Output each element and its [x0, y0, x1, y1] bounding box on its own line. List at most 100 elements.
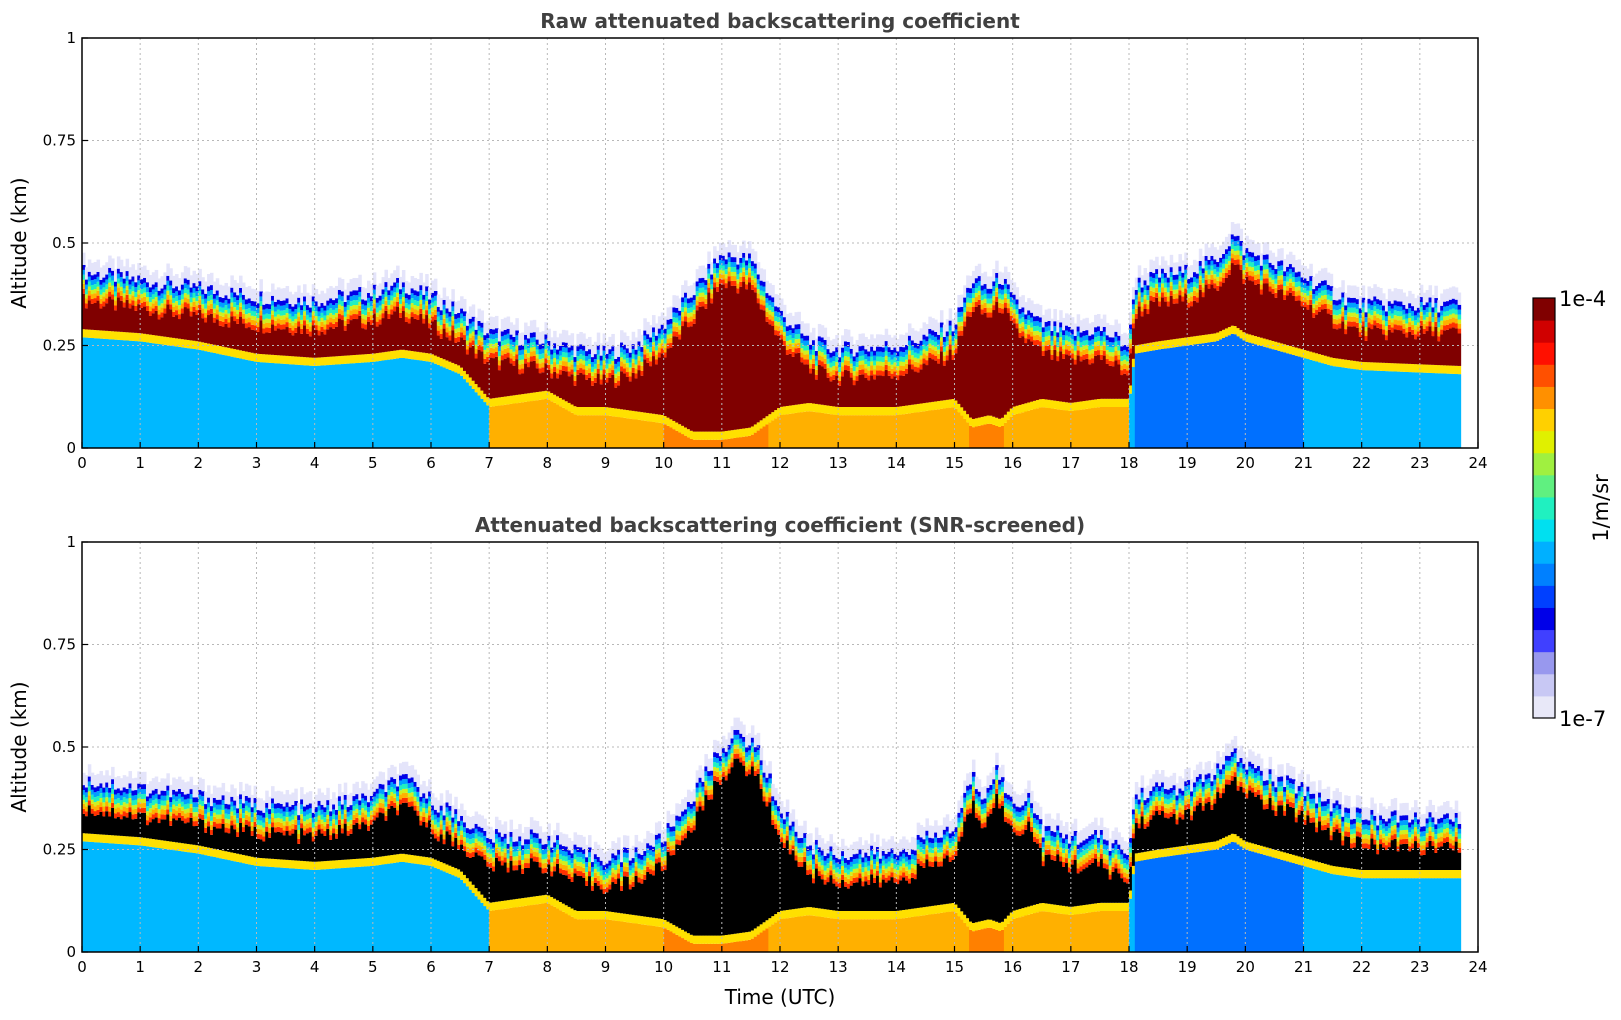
heatmap-cell	[1312, 289, 1316, 294]
heatmap-cell	[137, 290, 141, 295]
heatmap-cell	[637, 365, 641, 371]
heatmap-cell	[849, 353, 854, 359]
heatmap-cell	[1065, 335, 1069, 341]
heatmap-cell	[736, 293, 740, 430]
heatmap-cell	[253, 353, 258, 362]
heatmap-cell	[1099, 318, 1104, 332]
heatmap-cell	[1347, 360, 1351, 369]
heatmap-cell	[1428, 297, 1433, 303]
heatmap-cell	[576, 365, 580, 370]
heatmap-cell	[765, 297, 769, 303]
heatmap-cell	[1065, 349, 1069, 355]
heatmap-cell	[323, 305, 327, 311]
heatmap-cell	[657, 343, 662, 348]
heatmap-cell	[1414, 298, 1418, 311]
heatmap-cell	[279, 300, 284, 306]
heatmap-cell	[425, 291, 429, 297]
heatmap-cell	[192, 283, 197, 289]
heatmap-cell	[82, 808, 86, 814]
heatmap-cell	[1105, 340, 1110, 346]
heatmap-cell	[521, 402, 525, 448]
heatmap-cell	[1067, 326, 1072, 332]
heatmap-cell	[602, 360, 607, 365]
heatmap-cell	[1024, 314, 1028, 320]
heatmap-cell	[82, 288, 86, 294]
heatmap-cell	[1009, 408, 1014, 417]
heatmap-cell	[765, 424, 769, 448]
heatmap-cell	[611, 370, 615, 375]
heatmap-cell	[573, 406, 578, 415]
heatmap-cell	[1108, 337, 1113, 343]
heatmap-cell	[1094, 407, 1098, 448]
heatmap-cell	[628, 371, 633, 377]
heatmap-cell	[1443, 365, 1447, 374]
heatmap-cell	[326, 300, 330, 306]
heatmap-cell	[564, 347, 569, 353]
heatmap-cell	[1201, 283, 1206, 288]
heatmap-cell	[538, 349, 543, 355]
heatmap-cell	[311, 357, 316, 366]
heatmap-cell	[358, 362, 362, 448]
heatmap-cell	[817, 351, 822, 356]
heatmap-cell	[1320, 354, 1325, 364]
heatmap-cell	[1306, 295, 1310, 300]
heatmap-cell	[515, 403, 519, 448]
heatmap-cell	[1448, 309, 1453, 315]
heatmap-cell	[672, 317, 676, 323]
heatmap-cell	[980, 290, 985, 296]
heatmap-cell	[928, 328, 932, 334]
heatmap-cell	[1259, 337, 1264, 346]
heatmap-cell	[567, 357, 572, 363]
heatmap-cell	[381, 294, 386, 300]
heatmap-cell	[980, 300, 985, 305]
heatmap-cell	[1201, 278, 1206, 284]
heatmap-cell	[349, 279, 354, 292]
x-tick-label: 3	[252, 454, 262, 472]
heatmap-cell	[588, 354, 592, 360]
heatmap-cell	[1207, 269, 1212, 275]
heatmap-cell	[457, 373, 461, 448]
heatmap-cell	[1123, 373, 1127, 399]
heatmap-cell	[489, 316, 493, 329]
heatmap-cell	[486, 356, 490, 362]
heatmap-cell	[951, 346, 956, 351]
heatmap-cell	[893, 352, 897, 358]
heatmap-cell	[1175, 262, 1180, 275]
heatmap-cell	[657, 347, 662, 353]
heatmap-cell	[471, 335, 476, 341]
heatmap-cell	[1117, 398, 1121, 407]
heatmap-cell	[82, 283, 86, 289]
heatmap-cell	[131, 305, 135, 333]
heatmap-cell	[96, 814, 101, 835]
heatmap-cell	[992, 286, 996, 292]
heatmap-cell	[471, 340, 476, 346]
x-tick-label: 9	[601, 454, 611, 472]
heatmap-cell	[806, 403, 810, 412]
heatmap-cell	[1364, 370, 1369, 448]
heatmap-cell	[855, 357, 860, 363]
heatmap-cell	[925, 336, 929, 342]
heatmap-cell	[742, 252, 746, 258]
heatmap-cell	[1018, 337, 1022, 405]
heatmap-cell	[419, 313, 423, 353]
heatmap-cell	[1216, 271, 1220, 277]
heatmap-cell	[1009, 310, 1014, 316]
heatmap-cell	[105, 834, 109, 844]
heatmap-cell	[561, 352, 566, 357]
heatmap-cell	[995, 301, 999, 418]
heatmap-cell	[529, 320, 534, 333]
heatmap-cell	[361, 299, 365, 305]
heatmap-cell	[483, 344, 487, 350]
heatmap-cell	[780, 310, 784, 316]
heatmap-cell	[1454, 323, 1459, 329]
heatmap-cell	[785, 340, 790, 346]
heatmap-cell	[82, 790, 86, 795]
heatmap-cell	[1265, 242, 1270, 255]
heatmap-cell	[942, 355, 947, 361]
heatmap-cell	[870, 370, 874, 376]
heatmap-cell	[122, 297, 127, 303]
heatmap-cell	[500, 341, 505, 347]
heatmap-cell	[1024, 333, 1028, 339]
heatmap-cell	[966, 414, 970, 423]
heatmap-cell	[204, 317, 208, 323]
